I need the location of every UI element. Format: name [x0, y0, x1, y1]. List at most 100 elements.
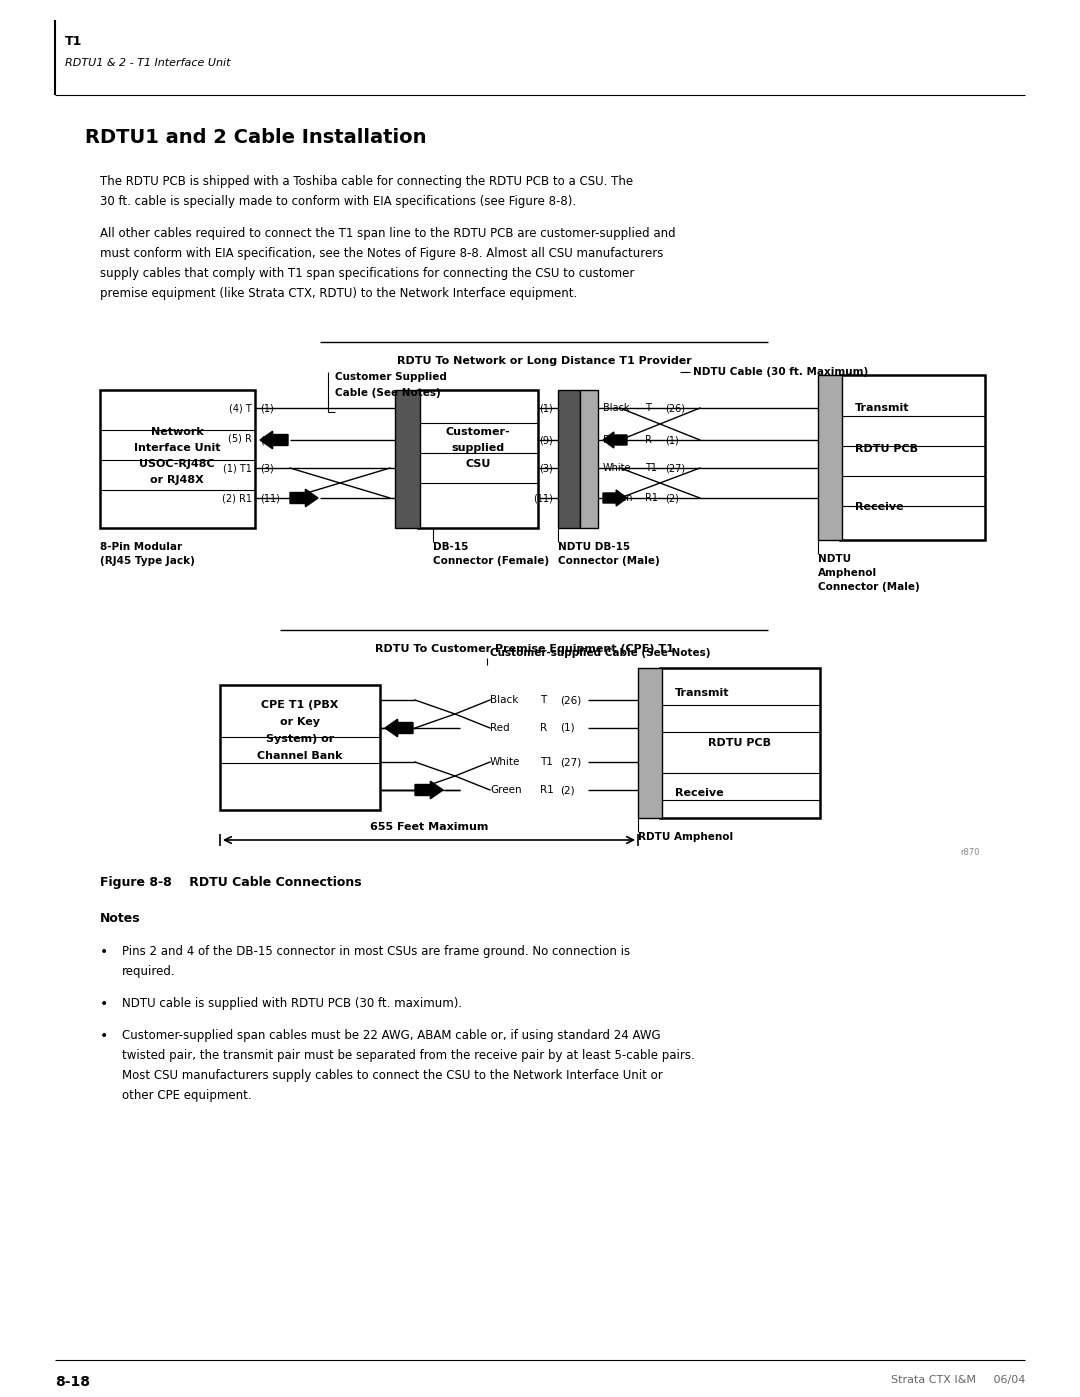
Text: Connector (Female): Connector (Female): [433, 556, 549, 566]
Text: 8-Pin Modular: 8-Pin Modular: [100, 542, 183, 552]
Text: Strata CTX I&M     06/04: Strata CTX I&M 06/04: [891, 1375, 1025, 1384]
Text: 8-18: 8-18: [55, 1375, 90, 1389]
Text: NDTU DB-15: NDTU DB-15: [558, 542, 630, 552]
Text: Amphenol: Amphenol: [818, 569, 877, 578]
Text: All other cables required to connect the T1 span line to the RDTU PCB are custom: All other cables required to connect the…: [100, 226, 676, 240]
Text: T: T: [540, 694, 546, 705]
Text: R1: R1: [645, 493, 658, 503]
Text: (1): (1): [539, 402, 553, 414]
Bar: [220, 685, 380, 810]
Text: R: R: [645, 434, 652, 446]
Bar: [395, 390, 420, 528]
Bar: [100, 390, 255, 528]
Text: Connector (Male): Connector (Male): [818, 583, 920, 592]
Text: (1): (1): [561, 724, 575, 733]
Text: (RJ45 Type Jack): (RJ45 Type Jack): [100, 556, 194, 566]
Text: Customer-supplied span cables must be 22 AWG, ABAM cable or, if using standard 2: Customer-supplied span cables must be 22…: [122, 1030, 661, 1042]
Text: T1: T1: [645, 462, 657, 474]
Text: Cable (See Notes): Cable (See Notes): [335, 388, 441, 398]
Text: (5) R: (5) R: [228, 433, 252, 443]
Text: Customer Supplied: Customer Supplied: [335, 372, 447, 381]
Text: (2) R1: (2) R1: [222, 493, 252, 503]
Text: NDTU cable is supplied with RDTU PCB (30 ft. maximum).: NDTU cable is supplied with RDTU PCB (30…: [122, 997, 462, 1010]
Bar: [818, 374, 842, 541]
Text: (26): (26): [665, 402, 685, 414]
Text: required.: required.: [122, 965, 176, 978]
Text: White: White: [603, 462, 632, 474]
Text: (1): (1): [260, 402, 273, 414]
Text: or Key: or Key: [280, 717, 320, 726]
FancyArrow shape: [603, 490, 627, 506]
Text: premise equipment (like Strata CTX, RDTU) to the Network Interface equipment.: premise equipment (like Strata CTX, RDTU…: [100, 286, 577, 300]
Bar: [580, 390, 598, 528]
Bar: [418, 390, 538, 528]
Text: Channel Bank: Channel Bank: [257, 752, 342, 761]
Text: (2): (2): [665, 493, 679, 503]
Text: RDTU PCB: RDTU PCB: [708, 738, 771, 747]
Text: (11): (11): [260, 493, 280, 503]
Text: Green: Green: [490, 785, 522, 795]
Text: The RDTU PCB is shipped with a Toshiba cable for connecting the RDTU PCB to a CS: The RDTU PCB is shipped with a Toshiba c…: [100, 175, 633, 189]
Text: T1: T1: [65, 35, 82, 47]
Bar: [638, 668, 662, 819]
Text: •: •: [100, 944, 108, 958]
Text: supply cables that comply with T1 span specifications for connecting the CSU to : supply cables that comply with T1 span s…: [100, 267, 634, 279]
Text: Most CSU manufacturers supply cables to connect the CSU to the Network Interface: Most CSU manufacturers supply cables to …: [122, 1069, 663, 1083]
Text: Transmit: Transmit: [675, 687, 729, 698]
Text: CSU: CSU: [465, 460, 490, 469]
Text: System) or: System) or: [266, 733, 334, 745]
Text: other CPE equipment.: other CPE equipment.: [122, 1090, 252, 1102]
Text: r870: r870: [960, 848, 980, 856]
Text: R: R: [540, 724, 548, 733]
Text: USOC-RJ48C: USOC-RJ48C: [139, 460, 215, 469]
Text: Notes: Notes: [100, 912, 140, 925]
Text: Customer-: Customer-: [446, 427, 511, 437]
Text: Pins 2 and 4 of the DB-15 connector in most CSUs are frame ground. No connection: Pins 2 and 4 of the DB-15 connector in m…: [122, 944, 630, 958]
Text: T: T: [645, 402, 651, 414]
Text: (11): (11): [534, 493, 553, 503]
Text: Receive: Receive: [855, 502, 904, 511]
Text: (27): (27): [665, 462, 685, 474]
Text: Figure 8-8    RDTU Cable Connections: Figure 8-8 RDTU Cable Connections: [100, 876, 362, 888]
Bar: [840, 374, 985, 541]
Text: Connector (Male): Connector (Male): [558, 556, 660, 566]
Text: supplied: supplied: [451, 443, 504, 453]
Text: or RJ48X: or RJ48X: [150, 475, 204, 485]
Text: Red: Red: [490, 724, 510, 733]
Text: CPE T1 (PBX: CPE T1 (PBX: [261, 700, 339, 710]
Text: (9): (9): [539, 434, 553, 446]
Text: (26): (26): [561, 694, 581, 705]
Text: 655 Feet Maximum: 655 Feet Maximum: [369, 821, 488, 833]
Text: •: •: [100, 1030, 108, 1044]
Text: White: White: [490, 757, 521, 767]
Text: (3): (3): [260, 462, 273, 474]
Text: Red: Red: [603, 434, 622, 446]
Text: RDTU1 and 2 Cable Installation: RDTU1 and 2 Cable Installation: [85, 129, 427, 147]
Text: (1) T1: (1) T1: [224, 462, 252, 474]
Text: Customer-supplied Cable (See Notes): Customer-supplied Cable (See Notes): [490, 648, 711, 658]
FancyArrow shape: [384, 719, 413, 736]
FancyArrow shape: [603, 432, 627, 448]
Text: RDTU1 & 2 - T1 Interface Unit: RDTU1 & 2 - T1 Interface Unit: [65, 59, 230, 68]
Text: Transmit: Transmit: [855, 402, 909, 414]
Text: RDTU Amphenol: RDTU Amphenol: [638, 833, 733, 842]
Text: Network: Network: [150, 427, 203, 437]
Text: (4) T: (4) T: [229, 402, 252, 414]
Bar: [660, 668, 820, 819]
FancyArrow shape: [260, 432, 288, 448]
Text: NDTU: NDTU: [818, 555, 851, 564]
Text: RDTU To Customer Premise Equipment (CPE) T1: RDTU To Customer Premise Equipment (CPE)…: [375, 644, 674, 654]
Text: (3): (3): [539, 462, 553, 474]
Bar: [558, 390, 580, 528]
Text: RDTU PCB: RDTU PCB: [855, 444, 918, 454]
Text: Black: Black: [490, 694, 518, 705]
Text: •: •: [100, 997, 108, 1011]
Text: Green: Green: [603, 493, 633, 503]
Text: Receive: Receive: [675, 788, 724, 798]
Text: Black: Black: [603, 402, 630, 414]
Text: must conform with EIA specification, see the Notes of Figure 8-8. Almost all CSU: must conform with EIA specification, see…: [100, 247, 663, 260]
Text: (1): (1): [665, 434, 678, 446]
Text: (2): (2): [561, 785, 575, 795]
Text: DB-15: DB-15: [433, 542, 469, 552]
Text: (9): (9): [260, 434, 273, 446]
